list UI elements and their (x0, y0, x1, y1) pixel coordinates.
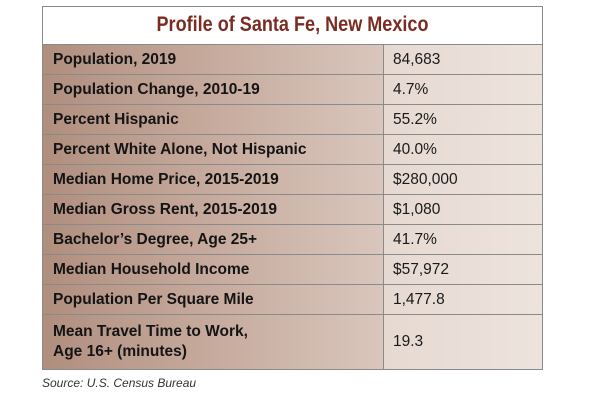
table-row-bachelors-degree: Bachelor’s Degree, Age 25+ 41.7% (43, 224, 542, 254)
table-row-population-change: Population Change, 2010-19 4.7% (43, 74, 542, 104)
row-label: Bachelor’s Degree, Age 25+ (43, 225, 384, 254)
row-label: Median Household Income (43, 255, 384, 284)
profile-table-card: Profile of Santa Fe, New Mexico Populati… (42, 6, 543, 370)
row-label: Population, 2019 (43, 45, 384, 74)
row-label: Percent White Alone, Not Hispanic (43, 135, 384, 164)
table-row-median-home-price: Median Home Price, 2015-2019 $280,000 (43, 164, 542, 194)
table-row-percent-hispanic: Percent Hispanic 55.2% (43, 104, 542, 134)
row-value: 19.3 (384, 315, 542, 369)
table-row-median-household-income: Median Household Income $57,972 (43, 254, 542, 284)
row-label: Mean Travel Time to Work, Age 16+ (minut… (43, 315, 384, 369)
table-row-population-density: Population Per Square Mile 1,477.8 (43, 284, 542, 314)
table-row-travel-time: Mean Travel Time to Work, Age 16+ (minut… (43, 314, 542, 369)
row-value: 4.7% (384, 75, 542, 104)
row-value: 41.7% (384, 225, 542, 254)
row-value: 84,683 (384, 45, 542, 74)
row-value: 1,477.8 (384, 285, 542, 314)
table-title: Profile of Santa Fe, New Mexico (156, 13, 429, 36)
row-label: Population Per Square Mile (43, 285, 384, 314)
row-value: 55.2% (384, 105, 542, 134)
table-row-population: Population, 2019 84,683 (43, 44, 542, 74)
row-label: Median Gross Rent, 2015-2019 (43, 195, 384, 224)
row-value: $57,972 (384, 255, 542, 284)
row-label: Population Change, 2010-19 (43, 75, 384, 104)
row-value: 40.0% (384, 135, 542, 164)
profile-table: Population, 2019 84,683 Population Chang… (43, 44, 542, 369)
row-label: Percent Hispanic (43, 105, 384, 134)
row-label: Median Home Price, 2015-2019 (43, 165, 384, 194)
table-row-percent-white: Percent White Alone, Not Hispanic 40.0% (43, 134, 542, 164)
source-note: Source: U.S. Census Bureau (42, 376, 197, 390)
row-value: $1,080 (384, 195, 542, 224)
row-value: $280,000 (384, 165, 542, 194)
table-row-median-gross-rent: Median Gross Rent, 2015-2019 $1,080 (43, 194, 542, 224)
